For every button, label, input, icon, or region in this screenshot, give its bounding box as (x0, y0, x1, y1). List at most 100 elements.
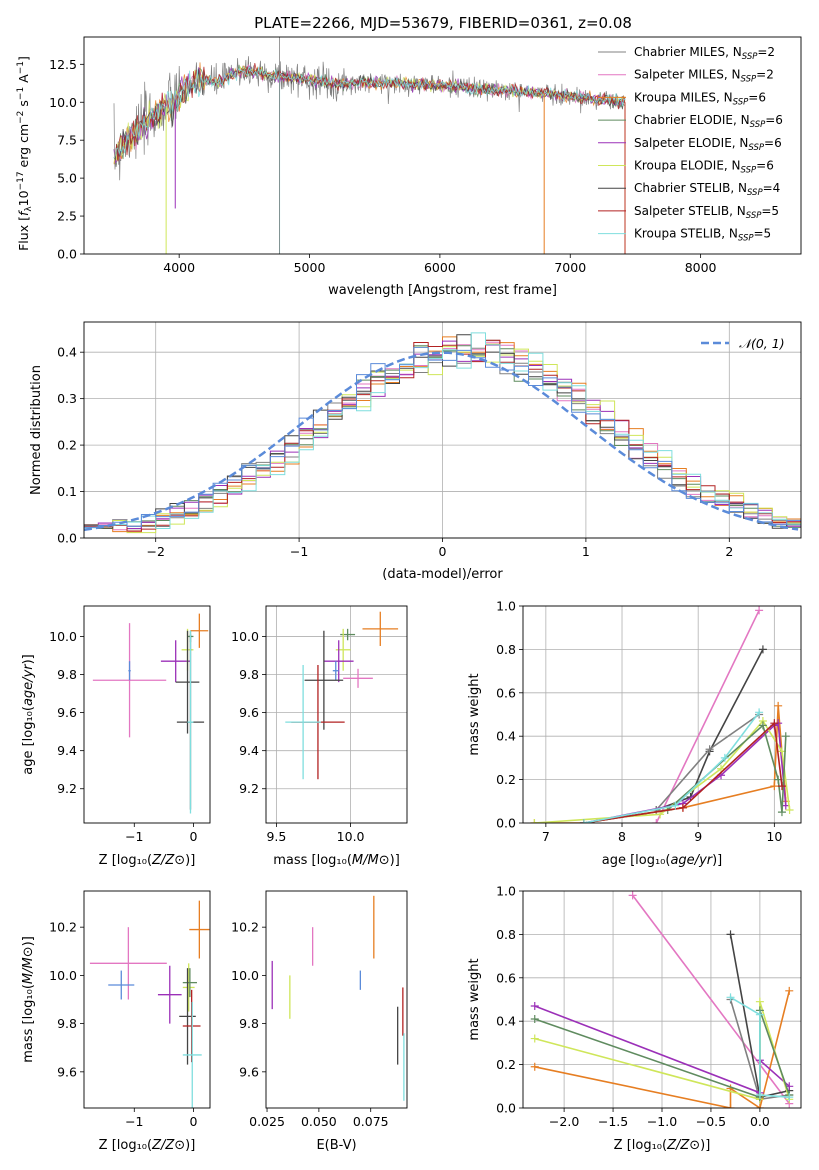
series-marker (720, 753, 729, 762)
y-tick-label: 1.0 (496, 599, 516, 614)
x-tick-label: −1.5 (598, 1114, 628, 1129)
series-marker (785, 986, 794, 995)
y-tick-label: 9.6 (239, 1064, 259, 1079)
spectrum-panel: 4000 5000 6000 7000 8000 0.0 2.5 5.0 7.5 10.0 12.5… (16, 36, 802, 298)
y-tick-label: 10.0 (231, 968, 259, 983)
series-line (583, 711, 760, 823)
y-tick-label: 9.4 (239, 743, 259, 758)
series-marker (530, 1034, 539, 1043)
mass_vs_Z-panel: −1 0 9.6 9.8 10.0 10.2 Z [log₁₀(Z/Z⊙)] mass [lo… (21, 890, 211, 1153)
series-marker (755, 606, 764, 615)
y-tick-label: 10.0 (49, 968, 77, 983)
spectrum-series-line (113, 65, 626, 164)
legend-entry: Chabrier ELODIE, NSSP=6 (634, 113, 783, 130)
legend-entry: Salpeter STELIB, NSSP=5 (634, 204, 779, 221)
y-tick-label: 9.8 (57, 667, 77, 682)
spectrum-legend: Chabrier MILES, NSSP=2 Salpeter MILES, NS… (598, 45, 783, 244)
series-marker (755, 1104, 764, 1108)
series-marker (671, 801, 680, 810)
line-series (530, 891, 794, 1108)
x-tick-label: −1 (290, 544, 308, 559)
x-tick-label: 10 (766, 829, 782, 844)
x-tick-label: 9.5 (266, 829, 286, 844)
x-tick-label: 1 (582, 544, 590, 559)
y-axis-label: age [log₁₀(age/yr)] (21, 654, 36, 775)
axes-frame (83, 321, 802, 539)
y-tick-label: 0.0 (57, 531, 77, 546)
x-tick-label: 8000 (685, 260, 717, 275)
y-tick-label: 0.6 (496, 685, 516, 700)
series-line (655, 713, 760, 811)
x-tick-label: 4000 (163, 260, 195, 275)
y-tick-label: 0.2 (496, 772, 516, 787)
series-line (631, 894, 790, 1105)
x-tick-label: −1 (125, 1114, 143, 1129)
x-tick-label: 0.0 (750, 1114, 770, 1129)
age_vs_mass-panel: 9.5 10.0 9.2 9.4 9.6 9.8 10.0 mass [log₁₀(M/M⊙)… (231, 605, 408, 868)
y-tick-label: 10.2 (49, 920, 77, 935)
x-tick-label: 2 (725, 544, 733, 559)
y-tick-label: 0.2 (57, 438, 77, 453)
histogram-step-line (84, 332, 801, 529)
series-marker (726, 1104, 735, 1108)
x-axis-label: E(B-V) (316, 1138, 356, 1153)
y-axis-label: mass weight (467, 673, 482, 755)
series-marker (785, 805, 794, 814)
legend-entry: Chabrier STELIB, NSSP=4 (634, 181, 780, 198)
y-tick-label: 0.0 (496, 1101, 516, 1116)
series-marker (579, 819, 588, 823)
x-tick-label: 8 (618, 829, 626, 844)
y-axis-label: Normed distribution (29, 365, 44, 495)
series-marker (770, 782, 779, 791)
y-tick-label: 9.6 (57, 1064, 77, 1079)
histogram-step-line (84, 334, 801, 529)
series-marker (781, 732, 790, 741)
massweight_vs_Z-panel: −2.0 −1.5 −1.0 −0.5 0.0 0.0 0.2 0.4 0.6 0.8 1.0 Z [… (467, 884, 802, 1153)
y-tick-label: 0.2 (496, 1057, 516, 1072)
axes-frame (522, 890, 802, 1109)
figure-title: PLATE=2266, MJD=53679, FIBERID=0361, z=0… (254, 14, 632, 32)
axes-frame (83, 605, 211, 824)
series-marker (726, 993, 735, 1002)
series-marker (755, 1010, 764, 1019)
x-tick-label: 0 (439, 544, 447, 559)
errorbar-series (285, 611, 399, 780)
y-axis-label: Flux [fλ10−17 erg cm−2 s−1 A−1] (16, 56, 34, 251)
y-tick-label: 9.8 (57, 1016, 77, 1031)
y-tick-label: 10.2 (231, 920, 259, 935)
spectrum-series-line (113, 66, 626, 159)
series-marker (755, 708, 764, 717)
series-marker (530, 1002, 539, 1011)
spectrum-series-line (113, 63, 626, 162)
histogram-step-line (84, 339, 801, 532)
x-tick-label: 5000 (294, 260, 326, 275)
errorbar-series (92, 613, 209, 814)
y-tick-label: 0.4 (57, 345, 77, 360)
legend-entry: Salpeter MILES, NSSP=2 (634, 68, 774, 85)
errorbar-series (89, 900, 210, 1108)
series-marker (785, 1093, 794, 1102)
x-tick-label: −1 (125, 829, 143, 844)
x-axis-label: mass [log₁₀(M/M⊙)] (273, 853, 400, 868)
y-tick-label: 12.5 (49, 57, 77, 72)
y-tick-label: 0.6 (496, 970, 516, 985)
x-tick-label: −2.0 (549, 1114, 579, 1129)
legend-entry: Kroupa MILES, NSSP=6 (634, 90, 766, 107)
errorbar-series (271, 895, 405, 1101)
legend-entry: Kroupa ELODIE, NSSP=6 (634, 159, 774, 176)
x-tick-label: 10.0 (337, 829, 365, 844)
massweight_vs_age-panel: 7 8 9 10 0.0 0.2 0.4 0.6 0.8 1.0 age [log₁₀(age/yr… (467, 599, 802, 868)
x-axis-label: (data-model)/error (382, 567, 503, 582)
y-tick-label: 0.3 (57, 391, 77, 406)
legend-entry: Chabrier MILES, NSSP=2 (634, 45, 775, 62)
series-line (583, 721, 783, 823)
series-marker (770, 719, 779, 728)
y-tick-label: 0.0 (496, 816, 516, 831)
y-tick-label: 9.4 (57, 743, 77, 758)
legend-entry: Salpeter ELODIE, NSSP=6 (634, 136, 782, 153)
x-axis-label: Z [log₁₀(Z/Z⊙)] (614, 1138, 711, 1153)
y-tick-label: 7.5 (57, 133, 77, 148)
x-tick-label: 9 (694, 829, 702, 844)
x-tick-label: 0.050 (301, 1114, 337, 1129)
